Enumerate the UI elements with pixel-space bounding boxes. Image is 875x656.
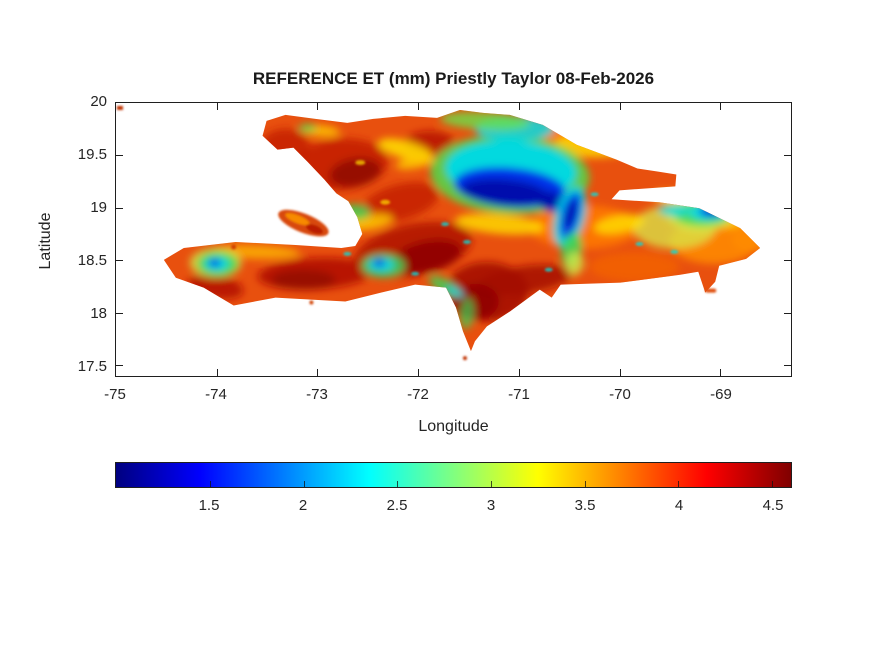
colorbar	[115, 462, 792, 488]
x-tick-label: -70	[609, 386, 631, 403]
beata-speck	[462, 356, 467, 361]
colorbar-tick-label: 2	[298, 497, 308, 514]
cayemite-speck	[231, 244, 237, 250]
small-islands	[116, 105, 717, 361]
colorbar-tick-mark	[303, 481, 305, 487]
tick-mark	[784, 207, 791, 209]
x-tick-label: -71	[508, 386, 530, 403]
tick-mark	[116, 365, 123, 367]
tick-mark	[784, 155, 791, 157]
tick-mark	[116, 155, 123, 157]
tick-mark	[216, 103, 218, 110]
colorbar-tick-label: 1.5	[198, 497, 220, 514]
x-axis-label: Longitude	[418, 418, 489, 435]
y-tick-label: 20	[90, 93, 107, 110]
chart-title: REFERENCE ET (mm) Priestly Taylor 08-Feb…	[252, 69, 655, 88]
tick-mark	[784, 365, 791, 367]
tick-mark	[518, 369, 520, 376]
x-tick-label: -74	[205, 386, 227, 403]
island-silhouette	[163, 109, 761, 352]
colorbar-tick-label: 4	[674, 497, 684, 514]
colorbar-tick-label: 3	[486, 497, 496, 514]
x-tick-label: -75	[104, 386, 126, 403]
tick-mark	[720, 103, 722, 110]
y-tick-label: 19	[90, 199, 107, 216]
y-tick-label: 19.5	[77, 146, 107, 163]
colorbar-tick-mark	[678, 481, 680, 487]
tick-mark	[116, 207, 123, 209]
tick-mark	[116, 260, 123, 262]
tick-mark	[619, 369, 621, 376]
tick-mark	[784, 312, 791, 314]
colorbar-tick-mark	[397, 481, 399, 487]
colorbar-tick-mark	[209, 481, 211, 487]
colorbar-tick-mark	[491, 481, 493, 487]
y-tick-label: 18.5	[77, 252, 107, 269]
tick-mark	[317, 103, 319, 110]
et-field-blobs	[188, 111, 761, 330]
tick-mark	[317, 369, 319, 376]
colorbar-tick-mark	[772, 481, 774, 487]
tick-mark	[418, 103, 420, 110]
colorbar-tick-label: 2.5	[386, 497, 408, 514]
tick-mark	[216, 369, 218, 376]
tick-mark	[116, 312, 123, 314]
y-tick-label: 18	[90, 305, 107, 322]
colorbar-tick-mark	[584, 481, 586, 487]
tick-mark	[418, 369, 420, 376]
map-plot-area	[115, 102, 792, 377]
tick-mark	[619, 103, 621, 110]
colorbar-tick-label: 3.5	[574, 497, 596, 514]
x-tick-label: -73	[306, 386, 328, 403]
colorbar-tick-label: 4.5	[762, 497, 784, 514]
y-tick-label: 17.5	[77, 358, 107, 375]
ile-a-vache-speck	[309, 300, 314, 305]
x-tick-label: -72	[407, 386, 429, 403]
tick-mark	[518, 103, 520, 110]
saona-island	[705, 288, 717, 293]
hispaniola-et-map	[116, 105, 761, 361]
tortuga-speck	[116, 105, 123, 110]
x-tick-label: -69	[710, 386, 732, 403]
tick-mark	[720, 369, 722, 376]
tick-mark	[784, 260, 791, 262]
